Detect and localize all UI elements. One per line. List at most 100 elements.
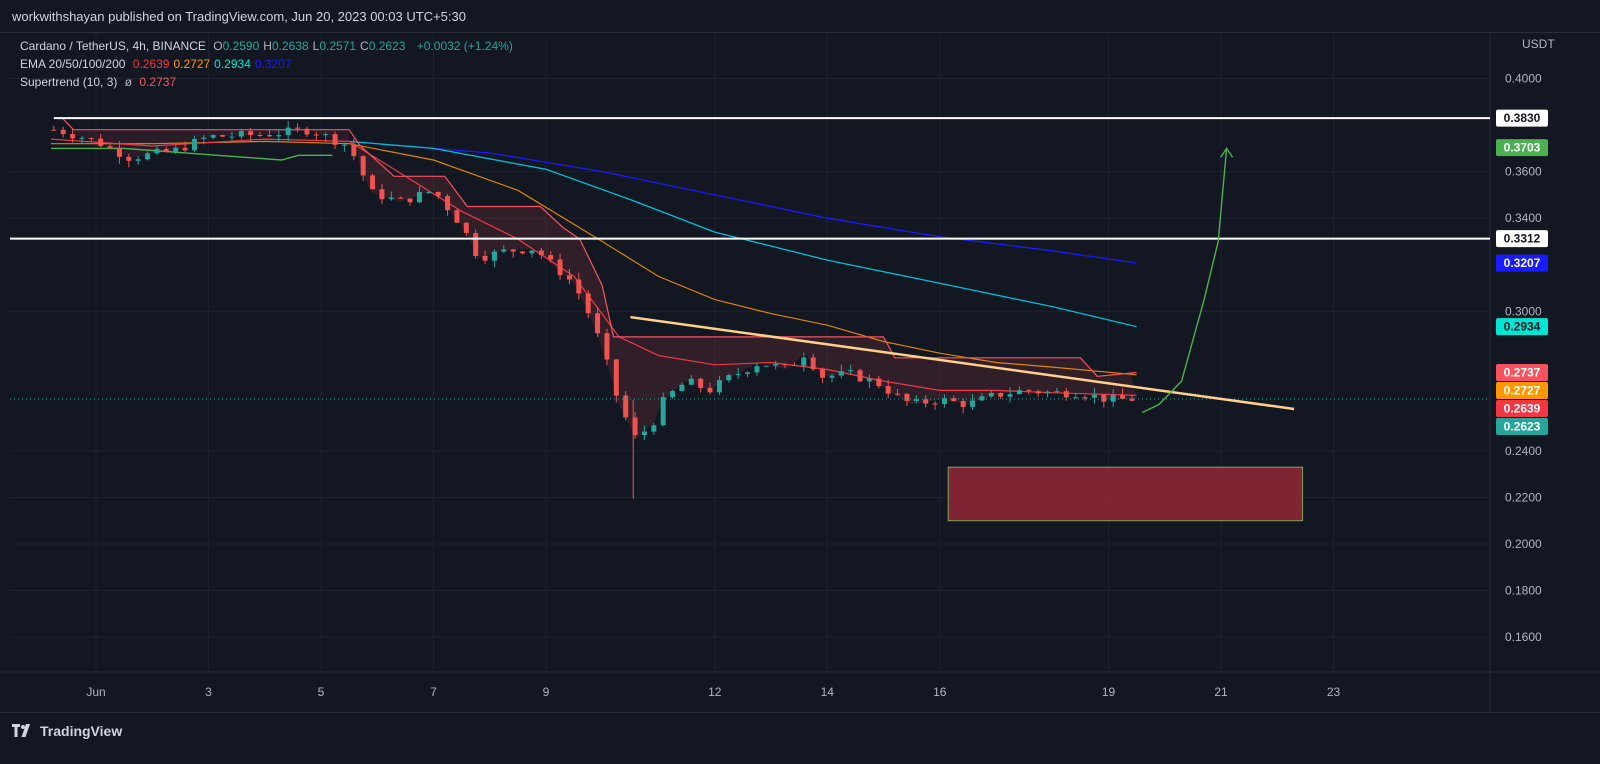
candle[interactable] bbox=[463, 222, 469, 236]
candle[interactable] bbox=[70, 127, 76, 143]
candle[interactable] bbox=[1026, 389, 1032, 395]
candle[interactable] bbox=[1082, 395, 1088, 401]
candle[interactable] bbox=[726, 373, 732, 383]
candle[interactable] bbox=[923, 395, 929, 408]
candle[interactable] bbox=[670, 389, 676, 399]
candle[interactable] bbox=[501, 244, 507, 254]
candle[interactable] bbox=[482, 250, 488, 264]
candle[interactable] bbox=[1091, 387, 1097, 404]
candle[interactable] bbox=[107, 142, 113, 149]
candle[interactable] bbox=[1035, 389, 1041, 397]
candle[interactable] bbox=[332, 131, 338, 149]
candle[interactable] bbox=[1045, 390, 1051, 398]
candle[interactable] bbox=[848, 364, 854, 375]
candle[interactable] bbox=[285, 121, 291, 142]
candle[interactable] bbox=[651, 422, 657, 435]
candle[interactable] bbox=[810, 353, 816, 372]
candle[interactable] bbox=[529, 250, 535, 258]
candle[interactable] bbox=[238, 128, 244, 140]
candle[interactable] bbox=[182, 141, 188, 153]
candle[interactable] bbox=[998, 392, 1004, 400]
candle[interactable] bbox=[370, 173, 376, 190]
candles[interactable] bbox=[51, 121, 1135, 499]
candle[interactable] bbox=[145, 151, 151, 161]
candle[interactable] bbox=[473, 229, 479, 259]
candle[interactable] bbox=[360, 155, 366, 181]
candle[interactable] bbox=[191, 135, 197, 152]
candle[interactable] bbox=[229, 131, 235, 142]
candle[interactable] bbox=[932, 400, 938, 410]
candle[interactable] bbox=[1073, 393, 1079, 399]
candle[interactable] bbox=[88, 137, 94, 143]
candle[interactable] bbox=[960, 398, 966, 414]
candle[interactable] bbox=[276, 129, 282, 143]
candle[interactable] bbox=[1120, 388, 1126, 399]
candle[interactable] bbox=[595, 306, 601, 338]
candle[interactable] bbox=[641, 425, 647, 441]
ema-label[interactable]: EMA 20/50/100/200 bbox=[20, 57, 126, 71]
candle[interactable] bbox=[885, 379, 891, 399]
candle[interactable] bbox=[510, 248, 516, 258]
candle[interactable] bbox=[173, 145, 179, 155]
candle[interactable] bbox=[398, 196, 404, 199]
candle[interactable] bbox=[266, 129, 272, 138]
candle[interactable] bbox=[351, 138, 357, 161]
candle[interactable] bbox=[1054, 387, 1060, 393]
candle[interactable] bbox=[491, 249, 497, 268]
candle[interactable] bbox=[660, 392, 666, 427]
candle[interactable] bbox=[1110, 389, 1116, 407]
candle[interactable] bbox=[707, 382, 713, 395]
candle[interactable] bbox=[201, 134, 207, 145]
candle[interactable] bbox=[688, 375, 694, 385]
demand-zone-rect[interactable] bbox=[947, 466, 1304, 522]
candle[interactable] bbox=[454, 209, 460, 223]
price-axis[interactable]: USDT 0.4000 0.3600 0.3400 0.3000 0.2400 0.2200… bbox=[1505, 37, 1555, 644]
candle[interactable] bbox=[604, 328, 610, 366]
candle[interactable] bbox=[876, 376, 882, 389]
candle[interactable] bbox=[820, 367, 826, 383]
horizontal-levels[interactable] bbox=[10, 117, 1490, 400]
candle[interactable] bbox=[1063, 387, 1069, 401]
candle[interactable] bbox=[304, 126, 310, 137]
candle[interactable] bbox=[407, 198, 413, 206]
candle[interactable] bbox=[735, 367, 741, 380]
ema200-line[interactable] bbox=[349, 140, 1137, 264]
candle[interactable] bbox=[698, 377, 704, 393]
candle[interactable] bbox=[1007, 387, 1013, 403]
candle[interactable] bbox=[895, 388, 901, 396]
candle[interactable] bbox=[970, 393, 976, 411]
candle[interactable] bbox=[623, 391, 629, 421]
candle[interactable] bbox=[520, 251, 526, 255]
candle[interactable] bbox=[951, 395, 957, 402]
supertrend-label[interactable]: Supertrend (10, 3) bbox=[20, 75, 118, 89]
candle[interactable] bbox=[60, 126, 66, 138]
supertrend-up-line[interactable] bbox=[51, 147, 333, 161]
candle[interactable] bbox=[866, 374, 872, 389]
candle[interactable] bbox=[988, 390, 994, 399]
candle[interactable] bbox=[838, 364, 844, 379]
projection-arrow[interactable] bbox=[1141, 148, 1228, 414]
candle[interactable] bbox=[782, 363, 788, 368]
candle[interactable] bbox=[829, 374, 835, 383]
candle[interactable] bbox=[98, 133, 104, 148]
candle[interactable] bbox=[773, 360, 779, 370]
tradingview-logo[interactable]: TradingView bbox=[12, 723, 122, 739]
candle[interactable] bbox=[716, 376, 722, 396]
candle[interactable] bbox=[248, 128, 254, 141]
candle[interactable] bbox=[210, 134, 216, 140]
candle[interactable] bbox=[791, 362, 797, 367]
descending-trendline[interactable] bbox=[630, 315, 1295, 411]
candle[interactable] bbox=[445, 194, 451, 216]
candle[interactable] bbox=[323, 132, 329, 142]
candle[interactable] bbox=[1016, 386, 1022, 395]
candle[interactable] bbox=[163, 146, 169, 153]
candle[interactable] bbox=[388, 191, 394, 201]
candle[interactable] bbox=[426, 191, 432, 194]
candle[interactable] bbox=[679, 382, 685, 392]
candle[interactable] bbox=[763, 365, 769, 367]
candle[interactable] bbox=[576, 272, 582, 300]
time-axis[interactable]: Jun 3 5 7 9 12 14 16 19 21 23 bbox=[86, 685, 1340, 699]
candle[interactable] bbox=[548, 251, 554, 263]
candle[interactable] bbox=[754, 363, 760, 376]
candle[interactable] bbox=[566, 268, 572, 285]
